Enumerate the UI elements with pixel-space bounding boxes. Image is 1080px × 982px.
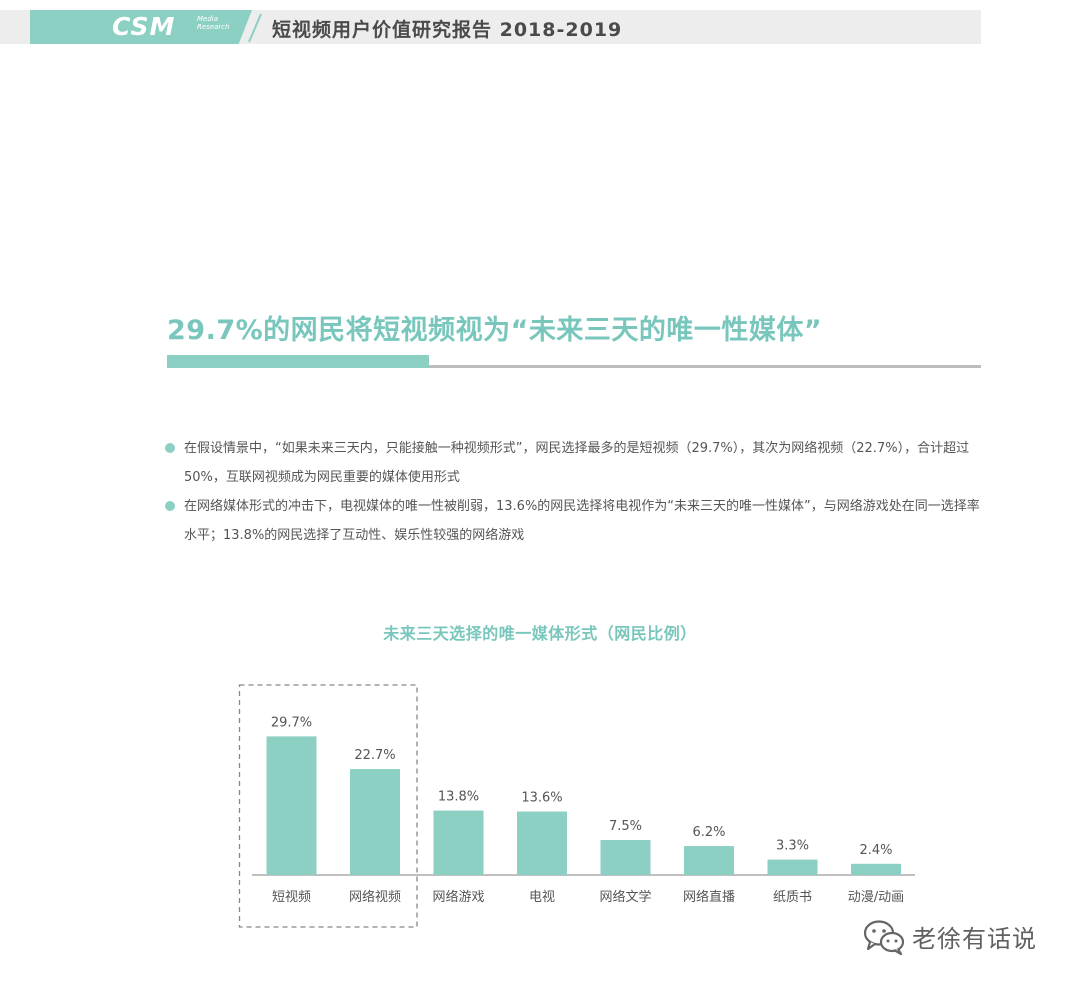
bullet-dot (165, 443, 175, 453)
bar-2 (350, 769, 400, 875)
category-label: 电视 (529, 890, 555, 905)
bullet-item: 在假设情景中，“如果未来三天内，只能接触一种视频形式”，网民选择最多的是短视频（… (165, 434, 985, 492)
bar-8 (851, 863, 901, 875)
value-label: 13.6% (521, 791, 562, 806)
value-label: 29.7% (271, 715, 312, 730)
bar-4 (517, 811, 567, 875)
bar-5 (600, 840, 651, 875)
category-label: 网络直播 (683, 889, 735, 905)
bullet-list: 在假设情景中，“如果未来三天内，只能接触一种视频形式”，网民选择最多的是短视频（… (165, 434, 985, 550)
headline-rule-accent (167, 355, 429, 368)
header-divider (248, 13, 262, 43)
bullet-text: 在假设情景中，“如果未来三天内，只能接触一种视频形式”，网民选择最多的是短视频（… (184, 441, 970, 485)
bar-6 (684, 846, 734, 875)
logo-subtext-label: Media Research (197, 15, 230, 31)
value-label: 2.4% (859, 843, 892, 858)
watermark: 老徐有话说 (862, 916, 1037, 956)
bar-1 (266, 736, 317, 875)
report-title: 短视频用户价值研究报告 2018-2019 (272, 19, 623, 41)
value-label: 6.2% (692, 825, 725, 840)
headline: 29.7%的网民将短视频视为“未来三天的唯一性媒体” (167, 315, 823, 346)
category-label: 网络游戏 (432, 889, 484, 905)
bullet-item: 在网络媒体形式的冲击下，电视媒体的唯一性被削弱，13.6%的网民选择将电视作为“… (165, 492, 985, 550)
value-label: 3.3% (776, 839, 809, 854)
highlight-box (238, 684, 418, 928)
wechat-icon (863, 920, 905, 956)
headline-rule (167, 365, 981, 368)
logo-text: CSM (112, 12, 176, 41)
category-label: 网络文学 (599, 889, 651, 905)
logo-subtext: Media Research (197, 15, 237, 31)
chart-title: 未来三天选择的唯一媒体形式（网民比例） (383, 624, 697, 643)
category-label: 动漫/动画 (848, 890, 904, 905)
csm-logo (30, 10, 252, 44)
bullet-text: 在网络媒体形式的冲击下，电视媒体的唯一性被削弱，13.6%的网民选择将电视作为“… (184, 499, 980, 543)
watermark-text: 老徐有话说 (912, 924, 1037, 953)
category-label: 网络视频 (349, 889, 401, 905)
value-label: 13.8% (438, 790, 479, 805)
bullet-dot (165, 501, 175, 511)
value-label: 22.7% (354, 748, 395, 763)
bar-7 (767, 859, 818, 875)
category-label: 短视频 (272, 890, 311, 905)
bar-3 (433, 810, 484, 875)
category-label: 纸质书 (773, 890, 812, 905)
value-label: 7.5% (609, 819, 642, 834)
